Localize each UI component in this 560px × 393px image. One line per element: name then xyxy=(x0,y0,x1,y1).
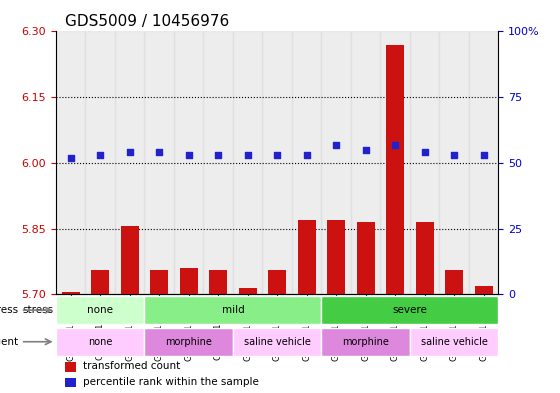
FancyBboxPatch shape xyxy=(410,327,498,356)
Text: morphine: morphine xyxy=(165,337,212,347)
Bar xyxy=(321,31,351,294)
Bar xyxy=(203,31,233,294)
Bar xyxy=(65,362,76,372)
FancyBboxPatch shape xyxy=(233,327,321,356)
Text: transformed count: transformed count xyxy=(82,361,180,371)
Bar xyxy=(351,31,380,294)
Bar xyxy=(121,226,138,294)
Bar xyxy=(263,31,292,294)
Bar xyxy=(91,270,109,294)
Point xyxy=(66,154,75,161)
Text: stress: stress xyxy=(0,305,18,315)
FancyBboxPatch shape xyxy=(321,327,410,356)
Point xyxy=(420,149,429,156)
Point xyxy=(155,149,164,156)
Bar xyxy=(209,270,227,294)
Text: stress: stress xyxy=(22,305,54,315)
FancyBboxPatch shape xyxy=(144,327,233,356)
Point xyxy=(96,152,105,158)
Bar xyxy=(298,220,315,294)
Text: severe: severe xyxy=(393,305,427,315)
FancyBboxPatch shape xyxy=(56,327,144,356)
Point xyxy=(332,141,340,148)
Bar xyxy=(292,31,321,294)
Bar xyxy=(86,31,115,294)
Bar xyxy=(174,31,203,294)
Text: mild: mild xyxy=(222,305,244,315)
Point xyxy=(361,147,370,153)
Bar xyxy=(151,270,168,294)
Text: none: none xyxy=(87,305,113,315)
Point xyxy=(391,141,400,148)
Bar xyxy=(440,31,469,294)
Point xyxy=(479,152,488,158)
Bar xyxy=(475,286,492,294)
Point xyxy=(450,152,459,158)
Text: saline vehicle: saline vehicle xyxy=(421,337,488,347)
FancyBboxPatch shape xyxy=(144,296,321,324)
Bar xyxy=(469,31,498,294)
Bar xyxy=(115,31,144,294)
Text: GDS5009 / 10456976: GDS5009 / 10456976 xyxy=(65,14,229,29)
Bar xyxy=(180,268,198,294)
Bar xyxy=(445,270,463,294)
Text: morphine: morphine xyxy=(342,337,389,347)
Text: saline vehicle: saline vehicle xyxy=(244,337,311,347)
Bar xyxy=(56,31,86,294)
Point xyxy=(125,149,134,156)
FancyBboxPatch shape xyxy=(56,296,144,324)
Bar xyxy=(410,31,440,294)
Bar xyxy=(65,378,76,387)
Bar xyxy=(386,44,404,294)
Point xyxy=(184,152,193,158)
Bar xyxy=(239,288,256,294)
Point xyxy=(302,152,311,158)
Point xyxy=(214,152,223,158)
Text: none: none xyxy=(88,337,113,347)
Bar xyxy=(416,222,433,294)
Bar xyxy=(268,270,286,294)
Point xyxy=(273,152,282,158)
Text: agent: agent xyxy=(0,337,18,347)
FancyBboxPatch shape xyxy=(321,296,498,324)
Bar xyxy=(144,31,174,294)
Bar xyxy=(62,292,80,294)
Point xyxy=(243,152,252,158)
Bar xyxy=(357,222,375,294)
Bar xyxy=(233,31,263,294)
Bar xyxy=(328,220,345,294)
Text: percentile rank within the sample: percentile rank within the sample xyxy=(82,377,258,387)
Bar xyxy=(380,31,410,294)
